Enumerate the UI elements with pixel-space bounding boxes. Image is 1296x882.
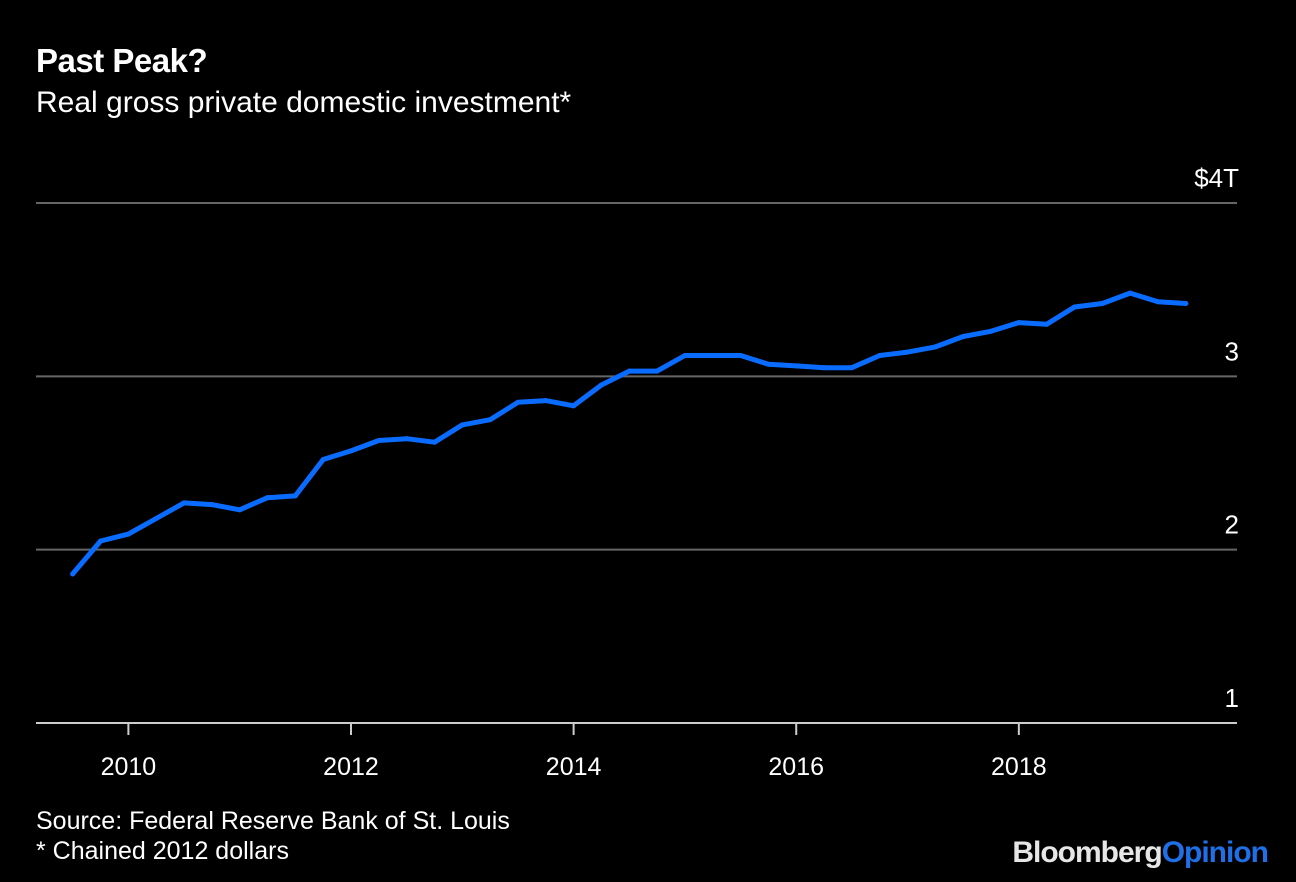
grid-layer — [36, 202, 1237, 735]
y-tick-labels: $4T 3 2 1 — [1194, 163, 1239, 713]
data-point — [654, 368, 660, 374]
data-point — [710, 353, 716, 359]
bloomberg-opinion-logo: BloombergOpinion — [1012, 836, 1269, 870]
series-line-0 — [70, 290, 1189, 577]
x-tick-label: 2012 — [323, 753, 379, 781]
x-tick-label: 2014 — [546, 753, 602, 781]
data-point — [626, 368, 632, 374]
data-point — [404, 436, 410, 442]
data-point — [932, 344, 938, 350]
data-point — [905, 349, 911, 355]
data-point — [265, 495, 271, 501]
data-point — [738, 353, 744, 359]
data-point — [348, 448, 354, 454]
data-point — [571, 403, 577, 409]
y-tick-label: $4T — [1194, 163, 1239, 193]
data-point — [376, 437, 382, 443]
data-point — [209, 502, 215, 508]
chart-footer: Source: Federal Reserve Bank of St. Loui… — [36, 806, 510, 866]
data-point — [320, 457, 326, 463]
data-point — [821, 365, 827, 371]
x-tick-label: 2010 — [101, 753, 157, 781]
x-tick-label: 2018 — [991, 753, 1047, 781]
data-point — [237, 507, 243, 513]
y-tick-label: 3 — [1225, 336, 1239, 366]
data-point — [125, 531, 131, 537]
data-point — [598, 382, 604, 388]
x-tick-label: 2016 — [768, 753, 824, 781]
data-point — [682, 353, 688, 359]
data-point — [515, 399, 521, 405]
data-point — [793, 363, 799, 369]
data-point — [459, 422, 465, 428]
footnote: * Chained 2012 dollars — [36, 837, 289, 865]
data-point — [1099, 301, 1105, 307]
data-point — [1127, 290, 1133, 296]
data-point — [1016, 320, 1022, 326]
data-point — [1044, 321, 1050, 327]
data-point — [487, 417, 493, 423]
line-chart: $4T 3 2 1 2010 2012 2014 2016 2018 — [36, 163, 1239, 781]
logo-part-opinion: Opinion — [1161, 836, 1269, 869]
data-point — [153, 515, 159, 521]
data-point — [1155, 299, 1161, 305]
data-point — [1183, 301, 1189, 307]
logo-part-bloomberg: Bloomberg — [1012, 836, 1162, 869]
data-point — [1071, 304, 1077, 310]
data-point — [849, 365, 855, 371]
data-point — [431, 439, 437, 445]
series-layer — [70, 290, 1189, 577]
data-point — [765, 361, 771, 367]
data-point — [98, 538, 104, 544]
data-point — [70, 571, 76, 577]
y-tick-label: 2 — [1225, 510, 1239, 540]
y-tick-label: 1 — [1225, 683, 1239, 713]
data-point — [988, 328, 994, 334]
x-tick-labels: 2010 2012 2014 2016 2018 — [101, 753, 1047, 781]
data-point — [543, 398, 549, 404]
chart-subtitle: Real gross private domestic investment* — [36, 86, 572, 119]
data-point — [877, 353, 883, 359]
data-point — [292, 493, 298, 499]
data-point — [181, 500, 187, 506]
source-note: Source: Federal Reserve Bank of St. Loui… — [36, 807, 510, 835]
chart-title: Past Peak? — [36, 42, 208, 79]
data-point — [960, 333, 966, 339]
